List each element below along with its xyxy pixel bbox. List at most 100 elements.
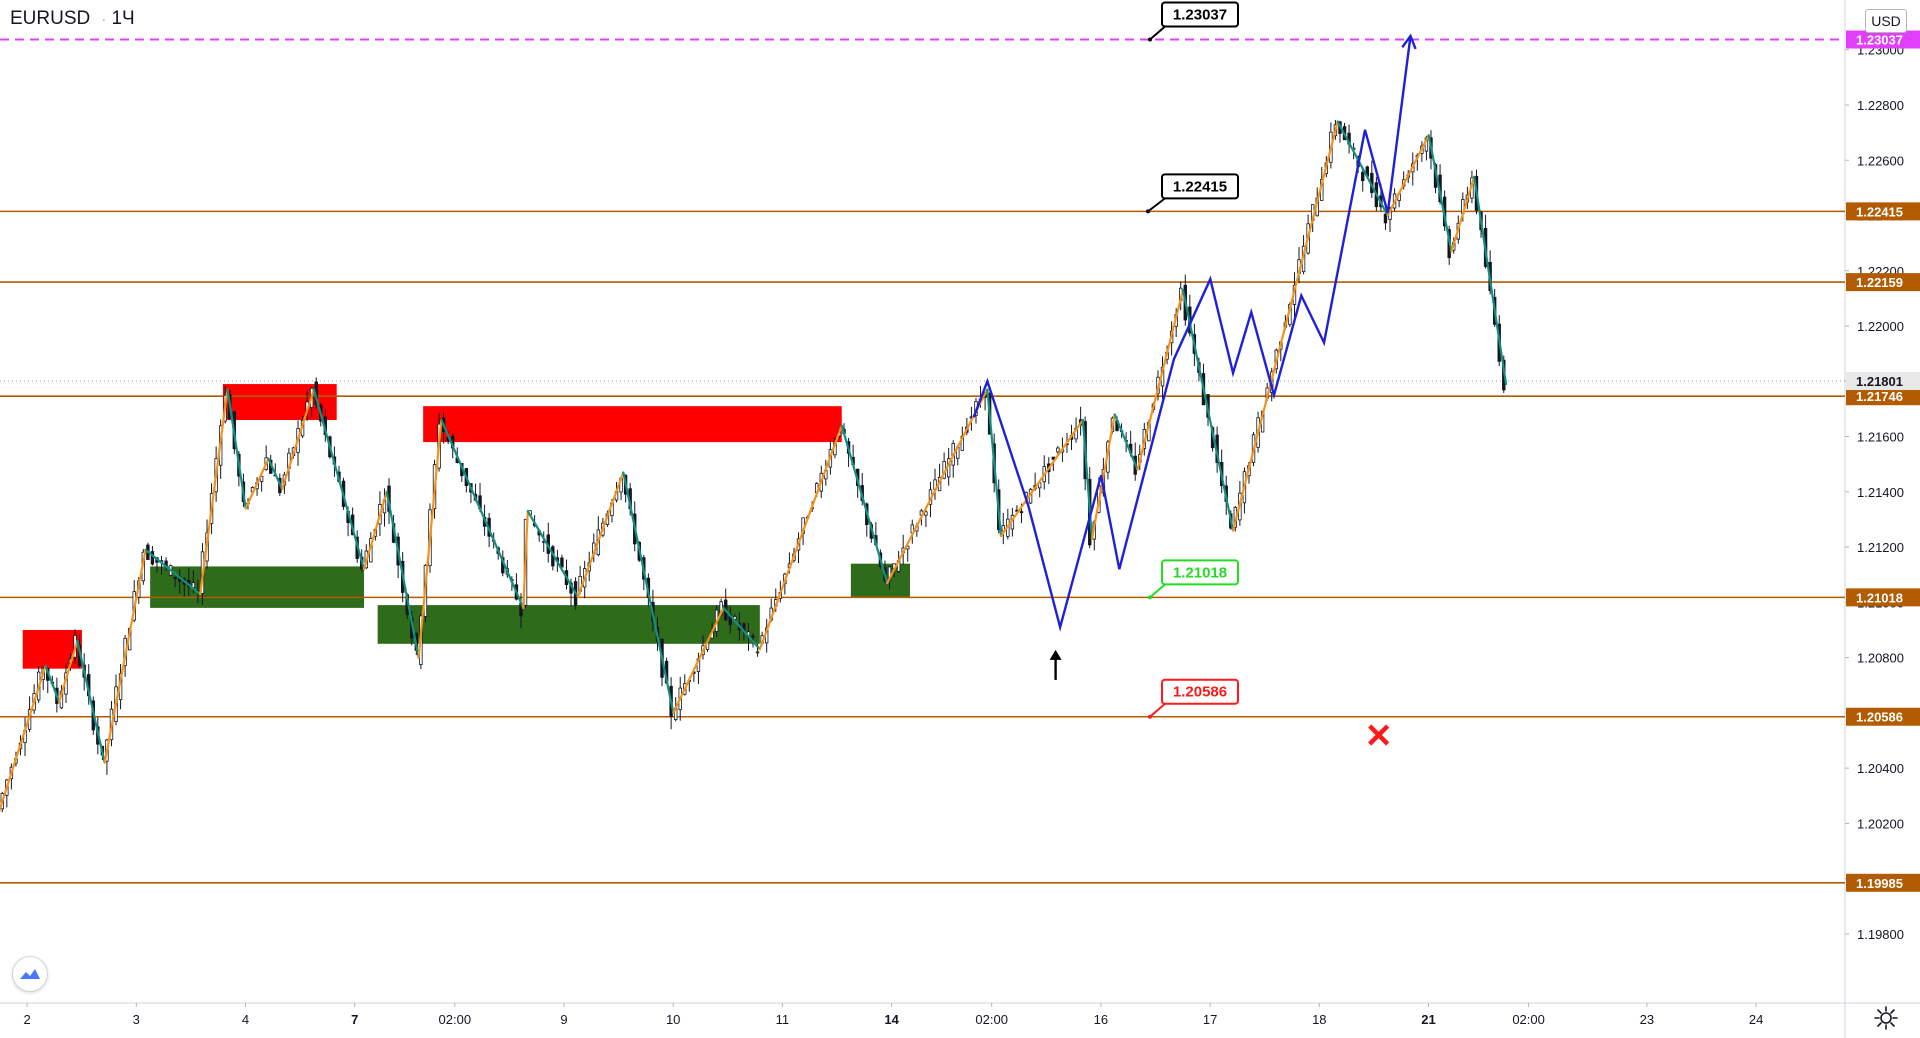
zigzag-segment — [1090, 413, 1116, 540]
level-price-tag-text: 1.20586 — [1856, 710, 1903, 725]
time-tick-label: 21 — [1421, 1012, 1435, 1027]
time-tick-label: 2 — [23, 1012, 30, 1027]
time-tick-label: 24 — [1749, 1012, 1763, 1027]
zigzag-segment — [840, 424, 889, 585]
zones-layer — [22, 384, 910, 669]
zigzag-segment — [76, 639, 106, 764]
callout-label: 1.22415 — [1173, 178, 1227, 195]
zigzag-segment — [986, 388, 1003, 538]
currency-button[interactable]: USD — [1865, 9, 1907, 33]
price-tick-label: 1.22600 — [1857, 153, 1904, 168]
time-tick-label: 02:00 — [975, 1012, 1008, 1027]
zigzag-segment — [1136, 289, 1185, 471]
zigzag-segment — [1181, 289, 1235, 532]
candle-down — [560, 557, 564, 568]
supply-zone — [423, 406, 842, 443]
time-tick-label: 14 — [884, 1012, 899, 1027]
separator-dot: · — [101, 11, 107, 27]
price-tick-label: 1.19800 — [1857, 927, 1904, 942]
zigzag-segment — [999, 418, 1085, 538]
symbol-name: EURUSD — [10, 8, 91, 29]
level-price-tag — [1846, 387, 1920, 406]
callout-label: 1.23037 — [1173, 7, 1227, 24]
callout-label: 1.20586 — [1173, 684, 1227, 701]
time-tick-label: 3 — [133, 1012, 140, 1027]
target-price-tag — [1846, 30, 1920, 49]
zigzag-segment — [1231, 120, 1339, 532]
zigzag-segment — [440, 418, 525, 609]
callout-pointer — [1147, 197, 1166, 213]
callout-box — [1161, 559, 1239, 586]
settings-gear-icon[interactable] — [1873, 1005, 1899, 1031]
callout-box — [1161, 1, 1239, 28]
zigzag-segment — [0, 664, 47, 813]
zigzag-segment — [1336, 120, 1389, 217]
callout-box — [1161, 173, 1239, 200]
zigzag-segment — [226, 388, 247, 510]
demand-zone — [150, 566, 364, 608]
callout-box — [1161, 678, 1239, 705]
zigzag-segment — [103, 548, 147, 764]
level-price-tag — [1846, 873, 1920, 892]
projection-path — [972, 35, 1412, 632]
time-axis[interactable]: 2 3 4 7 02:00 9 10 11 14 02:00 16 17 18 21 02:00 23 24 — [23, 1003, 1763, 1027]
price-tick-label: 1.21200 — [1857, 540, 1904, 555]
callouts-layer: 1.23037 1.22415 1.21018 1.20586 — [1146, 1, 1239, 719]
level-price-tag — [1846, 202, 1920, 221]
level-price-tag-text: 1.19985 — [1856, 876, 1903, 891]
zigzag-segment — [144, 548, 202, 596]
time-tick-label: 4 — [242, 1012, 249, 1027]
price-tick-label: 1.21600 — [1857, 430, 1904, 445]
level-price-tag — [1846, 588, 1920, 607]
time-tick-label: 7 — [351, 1012, 358, 1027]
level-price-tag — [1846, 273, 1920, 292]
levels-layer — [0, 38, 1845, 884]
target-price-tag-text: 1.23037 — [1856, 33, 1903, 48]
level-price-tag-text: 1.21746 — [1856, 389, 1903, 404]
price-tick-label: 1.21400 — [1857, 485, 1904, 500]
zigzag-segment — [244, 457, 270, 510]
candle-down — [1383, 213, 1388, 224]
price-tick-label: 1.20800 — [1857, 651, 1904, 666]
zigzag-segment — [58, 639, 79, 703]
candle-down — [173, 576, 177, 580]
supply-zone — [22, 629, 82, 669]
tradingview-logo-icon[interactable] — [12, 956, 48, 992]
projection-arrowhead — [1401, 33, 1417, 50]
price-callout: 1.22415 — [1146, 173, 1239, 214]
zigzag-segment — [312, 388, 366, 571]
price-tick-label: 1.22800 — [1857, 98, 1904, 113]
zigzag-segment — [44, 664, 61, 703]
timeframe-label[interactable]: 1Ч — [111, 8, 135, 29]
price-axis[interactable]: 1.198001.200001.202001.204001.206001.208… — [1845, 30, 1920, 942]
time-tick-label: 02:00 — [439, 1012, 472, 1027]
zigzag-segment — [722, 606, 761, 651]
candles-layer — [0, 120, 1506, 813]
zigzag-segment — [1450, 175, 1476, 253]
price-tick-label: 1.20400 — [1857, 761, 1904, 776]
zigzag-segment — [622, 471, 675, 714]
zigzag-layer — [0, 120, 1508, 813]
callout-pointer — [1149, 583, 1166, 599]
markers-layer — [1049, 649, 1390, 746]
zigzag-segment — [1113, 413, 1139, 471]
price-tick-label: 1.20200 — [1857, 816, 1904, 831]
candle-up — [924, 511, 928, 516]
zigzag-segment — [385, 490, 420, 659]
demand-zone — [377, 605, 760, 644]
last-price-tag — [1846, 372, 1920, 391]
level-price-tag-text: 1.22415 — [1856, 204, 1903, 219]
zigzag-segment — [576, 471, 625, 598]
symbol-header[interactable]: EURUSD · 1Ч — [10, 8, 135, 30]
candle-down — [1361, 171, 1365, 182]
cross-icon — [1368, 724, 1390, 746]
price-tick-label: 1.22000 — [1857, 319, 1904, 334]
level-price-tag — [1846, 707, 1920, 726]
price-callout: 1.21018 — [1148, 559, 1239, 600]
time-tick-label: 9 — [560, 1012, 567, 1027]
candle-down — [1019, 511, 1024, 514]
callout-pointer — [1149, 25, 1166, 41]
last-price-tag-text: 1.21801 — [1856, 374, 1903, 389]
